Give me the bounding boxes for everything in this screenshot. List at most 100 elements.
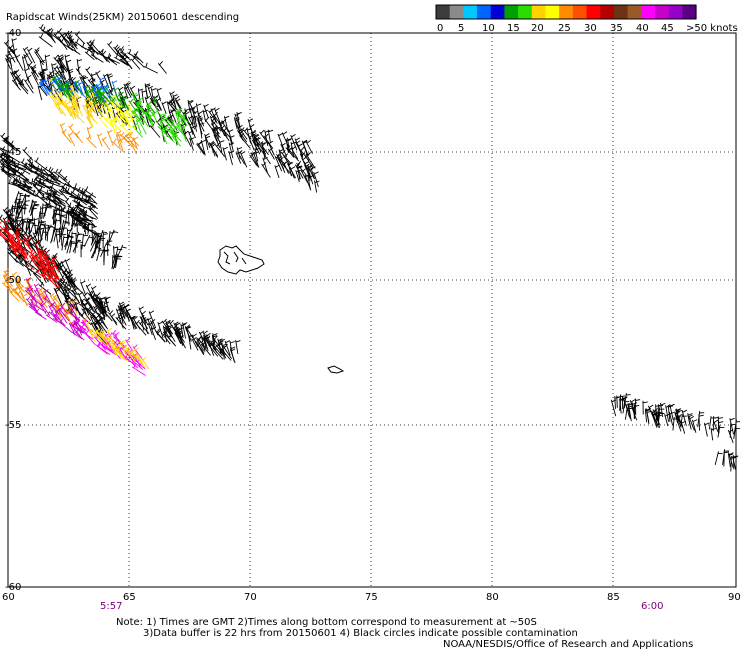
legend-swatch — [463, 5, 478, 19]
legend-swatch — [477, 5, 492, 19]
wind-barb — [74, 38, 87, 50]
wind-barb — [729, 417, 735, 435]
wind-barb — [642, 400, 648, 415]
wind-barb — [79, 298, 87, 315]
wind-barb — [126, 119, 133, 136]
wind-barb — [723, 450, 729, 467]
wind-barb — [101, 136, 111, 151]
wind-barb — [139, 112, 149, 127]
color-legend: 0 5 10 15 20 25 30 35 40 45 >50 knots — [435, 4, 738, 34]
wind-barb — [51, 63, 57, 78]
lat-label-50: -50 — [5, 275, 21, 286]
wind-barb — [118, 91, 124, 108]
wind-barb — [120, 122, 133, 136]
wind-barb — [280, 149, 292, 164]
wind-barb — [130, 348, 141, 361]
wind-barb — [58, 58, 68, 73]
legend-label-35: 35 — [610, 23, 623, 34]
wind-barb — [187, 130, 195, 145]
wind-barb — [103, 248, 110, 266]
wind-barb — [28, 165, 42, 178]
wind-barb — [13, 197, 22, 213]
wind-barb — [121, 97, 129, 110]
wind-barb — [92, 307, 106, 321]
pass-time-right: 6:00 — [641, 601, 663, 612]
wind-barb — [89, 312, 101, 327]
wind-barb — [39, 286, 50, 303]
wind-barb — [52, 195, 67, 207]
wind-barb — [210, 339, 218, 353]
wind-barb — [107, 239, 113, 256]
wind-barb — [239, 151, 248, 168]
lat-labels: -40 -45 -50 -55 -60 — [5, 28, 21, 593]
wind-barb — [97, 321, 103, 335]
legend-swatch — [613, 5, 629, 19]
wind-barb — [162, 325, 169, 343]
wind-barb — [61, 233, 67, 246]
wind-barb — [141, 90, 147, 104]
wind-barb — [63, 284, 71, 299]
legend-swatch — [449, 5, 464, 19]
wind-barb — [729, 422, 736, 438]
wind-barb — [63, 294, 70, 310]
wind-barb — [60, 206, 67, 223]
wind-barb — [222, 126, 232, 139]
wind-barb — [38, 33, 53, 48]
wind-barb — [674, 411, 680, 424]
wind-barb — [164, 325, 173, 338]
wind-barb — [29, 218, 35, 233]
wind-barb — [20, 158, 31, 170]
wind-barb — [157, 321, 164, 339]
wind-barb — [53, 54, 65, 70]
wind-barb — [147, 85, 154, 102]
wind-barb — [171, 324, 180, 338]
wind-barb — [263, 133, 273, 149]
wind-barb — [46, 166, 58, 178]
wind-barb — [274, 155, 283, 172]
wind-barb — [114, 247, 123, 263]
wind-barb — [118, 138, 124, 151]
wind-barb — [60, 259, 69, 275]
wind-barb — [196, 141, 205, 155]
wind-barb — [655, 404, 661, 421]
wind-barb — [15, 227, 22, 241]
wind-barb — [70, 211, 81, 227]
wind-barb — [88, 329, 96, 343]
wind-barb — [651, 410, 657, 423]
wind-barb — [22, 46, 33, 64]
lon-label-85: 85 — [607, 592, 620, 603]
lat-label-55: -55 — [5, 420, 21, 431]
wind-barb — [110, 97, 121, 110]
wind-barb — [280, 142, 288, 157]
wind-barb — [53, 94, 66, 108]
wind-barb — [97, 229, 107, 246]
wind-barb — [46, 224, 54, 242]
wind-barb — [12, 71, 22, 86]
wind-barb — [33, 283, 41, 298]
wind-barb — [48, 275, 58, 289]
wind-barb — [83, 186, 97, 198]
wind-barb — [156, 87, 162, 102]
wind-barb — [0, 221, 9, 236]
wind-barb — [41, 301, 51, 317]
wind-barb — [305, 139, 313, 154]
legend-label-45: 45 — [661, 23, 674, 34]
lat-label-60: -60 — [5, 582, 21, 593]
wind-barb — [74, 328, 85, 341]
legend-color-bar — [436, 5, 697, 19]
wind-barb — [3, 272, 13, 287]
wind-barb — [76, 218, 82, 233]
wind-barb — [54, 218, 61, 232]
wind-barb — [22, 146, 34, 161]
wind-barb — [141, 356, 150, 370]
wind-barb — [132, 315, 141, 330]
wind-barb — [119, 48, 132, 61]
wind-barb — [23, 68, 30, 83]
wind-barb — [122, 133, 133, 148]
wind-barb — [299, 146, 310, 161]
legend-label-30: 30 — [584, 23, 597, 34]
wind-barb — [224, 340, 231, 356]
wind-barb — [128, 98, 137, 112]
wind-barb — [200, 139, 207, 156]
wind-barb — [108, 229, 119, 243]
